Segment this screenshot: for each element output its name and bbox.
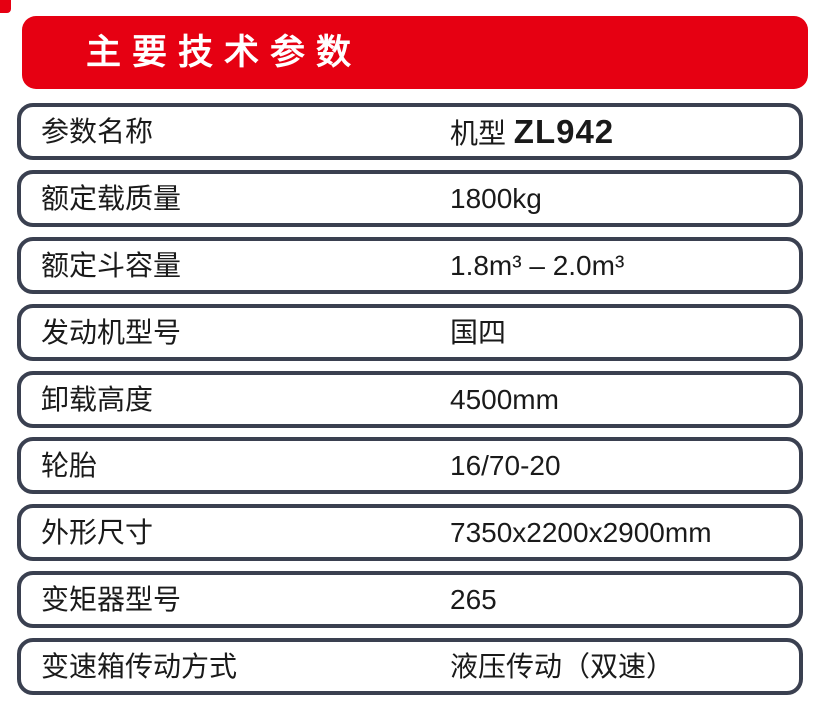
table-row: 参数名称 机型 ZL942 <box>17 103 803 160</box>
title-banner: 主要技术参数 <box>22 16 808 89</box>
row-value: 国四 <box>450 317 507 348</box>
corner-red-chip <box>0 0 11 13</box>
page-title: 主要技术参数 <box>86 33 363 72</box>
row-value: 1800kg <box>450 183 542 214</box>
row-value: 机型 ZL942 <box>450 107 614 156</box>
table-row: 额定载质量 1800kg <box>17 170 803 227</box>
row-label: 变速箱传动方式 <box>41 651 238 682</box>
row-label: 参数名称 <box>41 116 154 147</box>
table-row: 外形尺寸 7350x2200x2900mm <box>17 504 803 561</box>
row-value: 4500mm <box>450 384 559 415</box>
table-row: 变速箱传动方式 液压传动（双速） <box>17 638 803 695</box>
model-number: ZL942 <box>513 113 615 150</box>
row-value: 7350x2200x2900mm <box>450 517 712 548</box>
table-row: 轮胎 16/70-20 <box>17 437 803 494</box>
row-label: 卸载高度 <box>41 384 154 415</box>
row-value: 液压传动（双速） <box>450 651 675 682</box>
row-value: 265 <box>450 584 497 615</box>
model-prefix: 机型 <box>450 118 514 149</box>
row-label: 额定斗容量 <box>41 250 182 281</box>
row-label: 额定载质量 <box>41 183 182 214</box>
row-value: 1.8m³ – 2.0m³ <box>450 250 625 281</box>
row-label: 外形尺寸 <box>41 517 154 548</box>
row-label: 轮胎 <box>41 450 98 481</box>
row-label: 变矩器型号 <box>41 584 182 615</box>
table-row: 变矩器型号 265 <box>17 571 803 628</box>
row-value: 16/70-20 <box>450 450 561 481</box>
table-row: 额定斗容量 1.8m³ – 2.0m³ <box>17 237 803 294</box>
table-row: 发动机型号 国四 <box>17 304 803 361</box>
table-row: 卸载高度 4500mm <box>17 371 803 428</box>
row-label: 发动机型号 <box>41 317 182 348</box>
